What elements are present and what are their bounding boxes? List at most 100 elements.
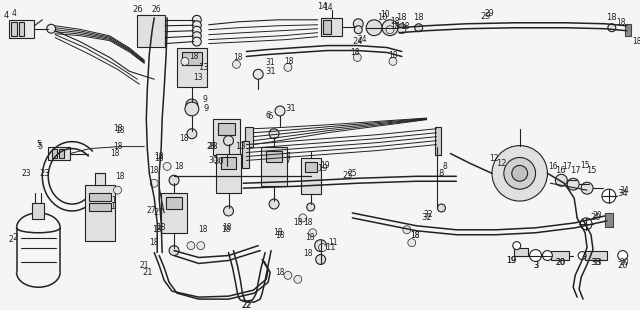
Text: 13: 13 [235, 142, 246, 151]
Text: 2: 2 [8, 235, 13, 244]
Circle shape [382, 20, 398, 36]
Circle shape [284, 63, 292, 71]
Bar [323, 20, 330, 34]
Bar [216, 153, 241, 193]
Text: 19: 19 [320, 161, 330, 170]
Text: 21: 21 [140, 261, 149, 270]
Text: 20: 20 [618, 261, 628, 270]
Circle shape [403, 226, 411, 234]
Text: 17: 17 [563, 162, 572, 171]
Text: 32: 32 [421, 213, 432, 222]
Circle shape [185, 102, 199, 116]
Text: 31: 31 [266, 58, 275, 67]
Text: 16: 16 [555, 166, 566, 175]
Circle shape [398, 26, 406, 34]
Bar [11, 22, 17, 36]
Bar [625, 24, 630, 36]
Circle shape [193, 26, 201, 35]
Text: 11: 11 [328, 238, 337, 247]
Text: 28: 28 [207, 142, 218, 151]
Circle shape [608, 24, 616, 32]
Text: 5: 5 [36, 140, 41, 149]
Circle shape [275, 106, 285, 116]
Text: 1: 1 [111, 196, 116, 205]
Circle shape [193, 21, 201, 30]
Circle shape [602, 189, 616, 203]
Text: 18: 18 [150, 238, 159, 247]
Bar [435, 127, 442, 154]
Text: 15: 15 [586, 166, 596, 175]
Bar [305, 162, 317, 172]
Text: 20: 20 [556, 258, 565, 267]
Circle shape [492, 146, 547, 201]
Text: 18: 18 [113, 124, 122, 133]
Text: 18: 18 [221, 225, 230, 234]
Text: 20: 20 [555, 258, 566, 267]
Circle shape [315, 240, 326, 252]
Text: 15: 15 [580, 161, 590, 170]
Circle shape [294, 275, 302, 283]
Text: 18: 18 [284, 57, 294, 66]
Text: 13: 13 [198, 63, 209, 72]
Text: 18: 18 [234, 53, 243, 62]
Circle shape [187, 129, 197, 139]
Circle shape [223, 206, 234, 216]
Bar [605, 213, 613, 227]
Bar [59, 148, 64, 158]
Circle shape [253, 69, 263, 79]
Bar [585, 250, 607, 260]
Circle shape [618, 250, 628, 260]
Text: 18: 18 [293, 218, 303, 227]
Text: 11: 11 [325, 243, 336, 252]
Text: 1: 1 [110, 202, 115, 210]
Text: 9: 9 [203, 104, 209, 113]
Circle shape [556, 174, 567, 186]
Text: 5: 5 [38, 142, 43, 151]
Bar [321, 18, 342, 36]
Circle shape [221, 164, 232, 174]
Circle shape [150, 179, 158, 187]
Text: 27: 27 [147, 206, 156, 215]
Text: 18: 18 [410, 231, 419, 240]
Text: 18: 18 [410, 231, 419, 240]
Text: 20: 20 [620, 258, 630, 267]
Text: 18: 18 [305, 233, 314, 242]
Text: 18: 18 [273, 228, 283, 237]
Text: 18: 18 [351, 48, 360, 57]
Text: 16: 16 [548, 162, 558, 171]
Text: 18: 18 [397, 13, 407, 22]
Text: 33: 33 [592, 258, 602, 267]
Text: 6: 6 [266, 111, 271, 120]
Circle shape [578, 252, 586, 259]
Circle shape [169, 246, 179, 255]
Text: 18: 18 [110, 149, 120, 158]
Circle shape [415, 24, 422, 32]
Text: 22: 22 [241, 301, 252, 310]
Circle shape [389, 57, 397, 65]
Bar [89, 203, 111, 211]
Circle shape [398, 24, 406, 32]
Text: 18: 18 [156, 223, 166, 232]
Circle shape [269, 199, 279, 209]
Text: 18: 18 [632, 37, 640, 46]
Bar [221, 157, 236, 169]
Text: 18: 18 [303, 218, 312, 227]
Circle shape [355, 26, 362, 34]
Text: 24: 24 [357, 35, 367, 44]
Bar [552, 250, 569, 260]
Text: 29: 29 [481, 12, 492, 21]
Text: 18: 18 [303, 249, 312, 258]
Circle shape [319, 244, 326, 252]
Bar [177, 47, 207, 87]
Bar [48, 147, 70, 161]
Text: 18: 18 [152, 225, 162, 234]
Text: 3: 3 [533, 261, 538, 270]
Text: 18: 18 [179, 134, 189, 143]
Text: 4: 4 [11, 9, 16, 18]
Circle shape [232, 60, 241, 68]
Bar [138, 15, 165, 46]
Text: 18: 18 [616, 18, 625, 27]
Text: 8: 8 [442, 162, 447, 171]
Text: 17: 17 [570, 166, 580, 175]
Bar [89, 193, 111, 201]
